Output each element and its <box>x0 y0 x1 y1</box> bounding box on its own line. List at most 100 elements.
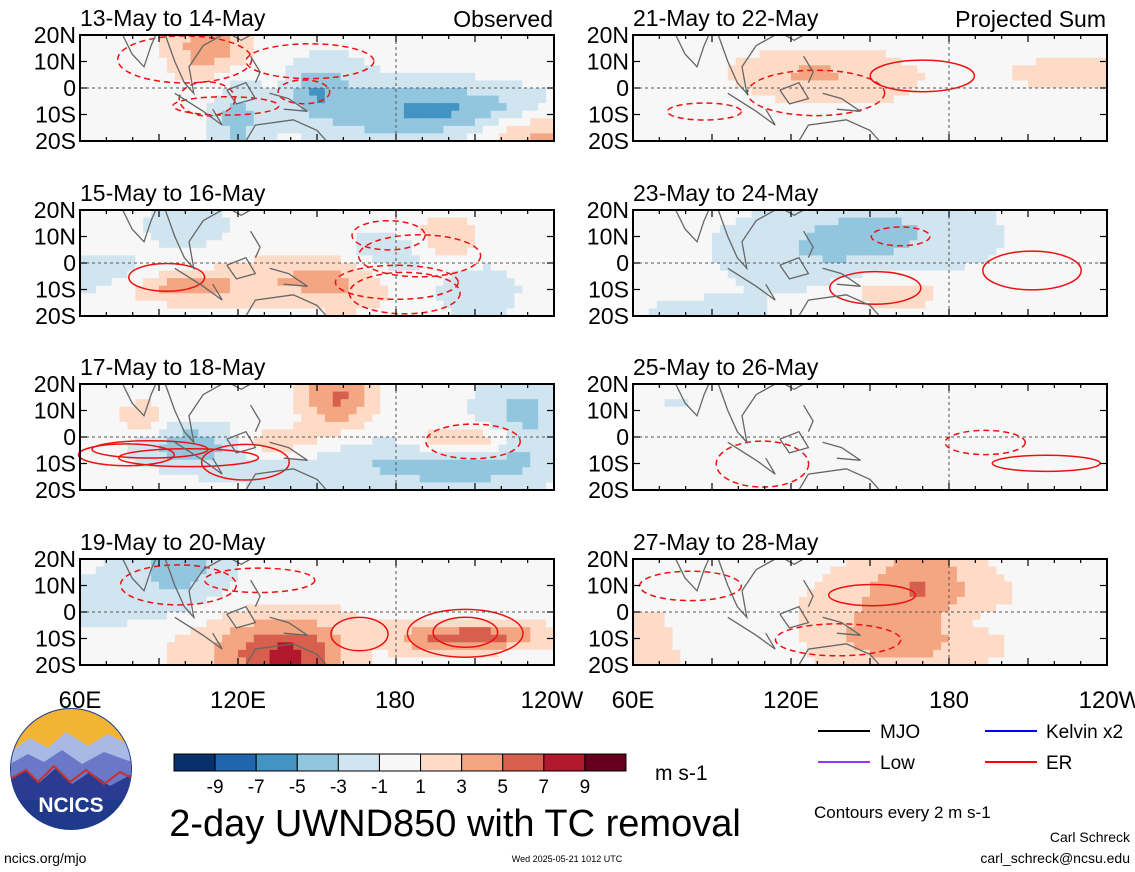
field-cell <box>727 35 737 44</box>
field-cell <box>206 414 215 423</box>
field-cell <box>364 308 373 317</box>
field-cell <box>546 642 555 651</box>
field-cell <box>498 125 508 135</box>
field-cell <box>522 72 531 82</box>
field-cell <box>798 125 808 135</box>
field-cell <box>996 110 1005 119</box>
field-cell <box>301 627 310 636</box>
field-cell <box>317 406 326 415</box>
field-cell <box>301 399 310 408</box>
field-cell <box>190 627 200 636</box>
field-cell <box>119 247 128 257</box>
field-cell <box>490 270 500 279</box>
coastline <box>231 34 251 42</box>
field-cell <box>672 263 681 272</box>
field-cell <box>222 421 231 431</box>
field-cell <box>396 459 405 468</box>
field-cell <box>475 285 484 294</box>
field-cell <box>498 35 508 44</box>
field-cell <box>206 421 215 431</box>
field-cell <box>403 35 413 44</box>
field-cell <box>222 399 231 408</box>
field-cell <box>230 414 239 423</box>
field-cell <box>324 474 334 484</box>
field-cell <box>727 263 737 272</box>
field-cell <box>522 225 531 234</box>
field-cell <box>80 225 89 234</box>
field-cell <box>783 35 792 44</box>
field-cell <box>253 437 263 446</box>
field-cell <box>791 88 800 97</box>
field-cell <box>743 263 753 272</box>
field-cell <box>1059 80 1069 89</box>
field-cell <box>238 50 247 59</box>
field-cell <box>301 232 310 241</box>
field-cell <box>459 88 468 97</box>
field-cell <box>372 596 381 606</box>
field-cell <box>111 581 121 590</box>
field-cell <box>238 72 247 82</box>
field-cell <box>949 125 958 135</box>
field-cell <box>538 634 547 643</box>
er-contour <box>666 102 743 121</box>
field-cell <box>364 285 373 294</box>
field-cell <box>783 240 792 249</box>
field-cell <box>909 57 918 66</box>
field-cell <box>498 574 508 583</box>
field-cell <box>238 627 247 636</box>
field-cell <box>332 581 342 590</box>
field-cell <box>885 35 895 44</box>
field-cell <box>1020 110 1029 119</box>
field-cell <box>640 72 650 82</box>
field-cell <box>135 421 144 431</box>
field-cell <box>862 232 871 241</box>
field-cell <box>893 125 903 135</box>
field-cell <box>253 619 263 628</box>
field-cell <box>1067 133 1076 142</box>
field-cell <box>135 42 144 51</box>
field-cell <box>672 255 681 264</box>
field-cell <box>182 50 192 59</box>
field-cell <box>182 421 192 431</box>
field-cell <box>269 103 279 112</box>
field-cell <box>506 467 516 476</box>
field-cell <box>301 133 310 142</box>
field-cell <box>451 406 460 415</box>
field-cell <box>704 285 713 294</box>
field-cell <box>174 270 184 279</box>
field-cell <box>340 474 350 484</box>
field-cell <box>909 110 918 119</box>
field-cell <box>111 50 121 59</box>
field-cell <box>1020 72 1029 82</box>
field-cell <box>380 474 389 484</box>
field-cell <box>467 35 476 44</box>
field-cell <box>245 612 255 621</box>
field-cell <box>1083 125 1092 135</box>
field-cell <box>324 421 334 431</box>
field-cell <box>846 278 855 287</box>
field-cell <box>419 247 429 257</box>
field-cell <box>245 459 255 468</box>
field-cell <box>490 88 500 97</box>
field-cell <box>396 452 405 461</box>
field-cell <box>230 217 239 226</box>
field-cell <box>261 225 271 234</box>
field-cell <box>380 57 389 66</box>
field-cell <box>514 255 523 264</box>
field-cell <box>870 35 879 44</box>
field-cell <box>388 42 397 51</box>
field-cell <box>309 103 318 112</box>
field-cell <box>467 255 476 264</box>
field-cell <box>419 110 429 119</box>
field-cell <box>111 596 121 606</box>
field-cell <box>317 103 326 112</box>
field-cell <box>822 247 832 257</box>
field-cell <box>530 247 539 257</box>
field-cell <box>372 459 381 468</box>
field-cell <box>783 300 792 310</box>
field-cell <box>245 559 255 568</box>
field-cell <box>285 589 294 598</box>
field-cell <box>506 225 516 234</box>
field-cell <box>95 300 105 310</box>
field-cell <box>222 270 231 279</box>
